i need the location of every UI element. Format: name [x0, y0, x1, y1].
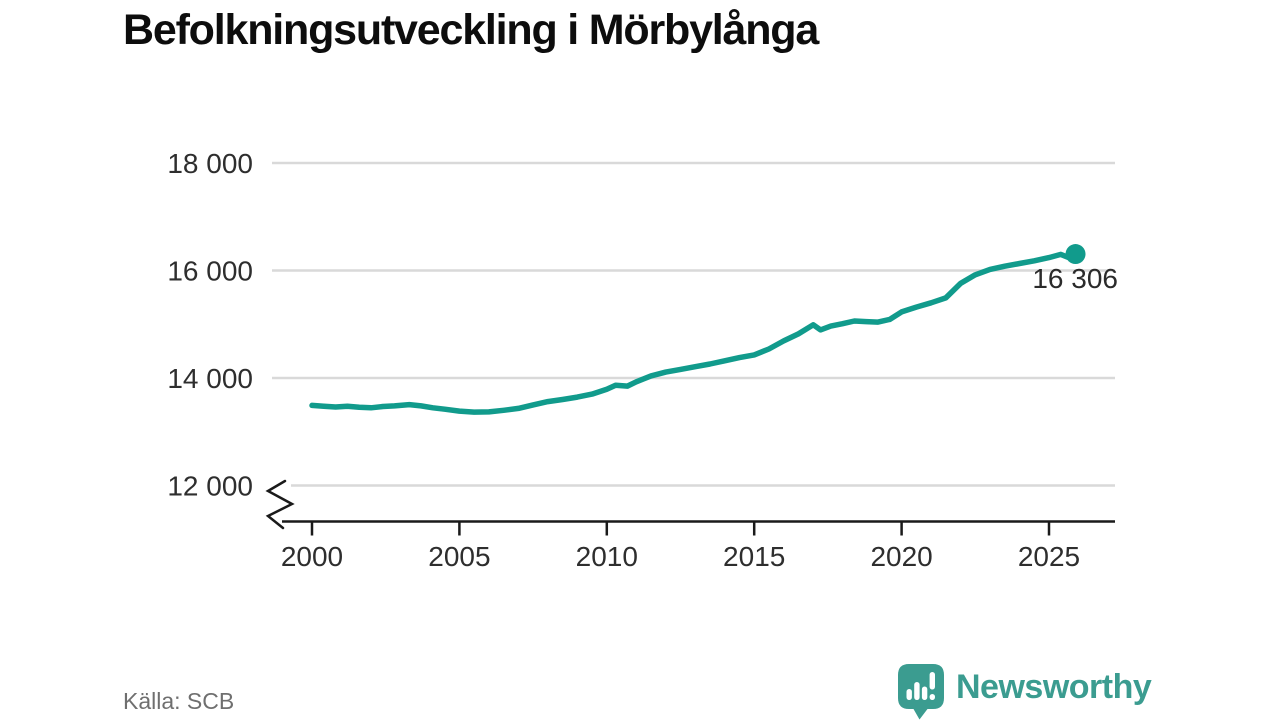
x-tick-label: 2010 [576, 541, 638, 572]
end-point-dot [1065, 244, 1086, 265]
page-title: Befolkningsutveckling i Mörbylånga [123, 6, 819, 54]
population-line [309, 251, 1079, 415]
x-tick-label: 2020 [870, 541, 932, 572]
newsworthy-logo: Newsworthy [897, 662, 1152, 720]
source-label: Källa: SCB [123, 688, 235, 714]
x-tick-label: 2015 [723, 541, 785, 572]
end-value-label: 16 306 [1032, 263, 1118, 294]
newsworthy-bubble-chart-icon [898, 663, 944, 719]
y-tick-label: 18 000 [167, 148, 253, 179]
y-tick-label: 14 000 [167, 363, 253, 394]
newsworthy-wordmark: Newsworthy [956, 667, 1152, 706]
x-tick-label: 2005 [428, 541, 490, 572]
y-tick-label: 16 000 [167, 256, 253, 287]
axis-break-icon [265, 479, 295, 530]
x-tick-label: 2000 [281, 541, 343, 572]
y-tick-label: 12 000 [167, 471, 253, 502]
x-tick-label: 2025 [1018, 541, 1080, 572]
